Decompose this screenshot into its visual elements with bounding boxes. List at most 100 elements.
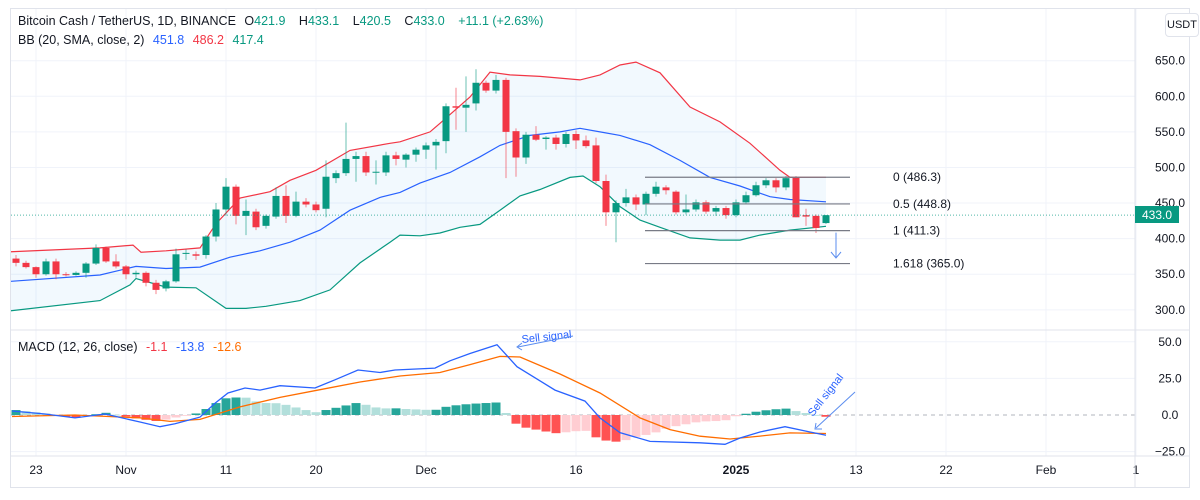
candle-body <box>512 131 520 158</box>
candle-body <box>272 195 280 217</box>
macd-histogram-bar <box>501 412 511 415</box>
candle-body <box>662 187 670 191</box>
candle <box>692 199 700 212</box>
macd-label[interactable]: MACD (12, 26, close) <box>18 340 138 354</box>
candle-body <box>592 145 600 181</box>
candle <box>672 190 680 215</box>
candle-body <box>112 261 120 267</box>
candle <box>152 279 160 295</box>
candle-body <box>62 274 70 276</box>
macd-histogram-bar <box>351 403 361 415</box>
sell-signal-annotation: Sell signal <box>806 372 846 419</box>
macd-histogram-bar <box>191 413 201 415</box>
bb-upper-line <box>11 61 827 253</box>
candle <box>322 160 330 218</box>
symbol-title[interactable]: Bitcoin Cash / TetherUS, 1D, BINANCE <box>18 14 236 28</box>
candle-body <box>22 262 30 268</box>
candle <box>282 185 290 223</box>
macd-histogram-bar <box>271 403 281 415</box>
candle-body <box>652 186 660 194</box>
candle-body <box>572 134 580 141</box>
change-value: +11.1 (+2.63%) <box>458 14 544 28</box>
macd-histogram-bar <box>451 405 461 415</box>
candle <box>212 203 220 242</box>
candle <box>82 262 90 278</box>
macd-histogram-bar <box>491 402 501 415</box>
candle <box>502 77 510 179</box>
candle <box>222 178 230 216</box>
candle <box>472 69 480 111</box>
macd-histogram-bar <box>361 404 371 415</box>
x-tick-label: 11 <box>220 463 233 477</box>
bb-lower-value: 417.4 <box>232 33 264 47</box>
bb-label[interactable]: BB (20, SMA, close, 2) <box>18 33 145 47</box>
candle-body <box>222 186 230 210</box>
macd-value: -13.8 <box>176 340 205 354</box>
macd-histogram-bar <box>141 415 151 420</box>
macd-histogram-bar <box>521 415 531 428</box>
open-label: O <box>244 14 255 28</box>
candle <box>522 131 530 164</box>
candle-body <box>422 145 430 150</box>
candle <box>512 128 520 177</box>
macd-histogram-bar <box>801 413 811 415</box>
bb-legend: BB (20, SMA, close, 2) 451.8 486.2 417.4 <box>18 33 269 47</box>
y-tick-label: 300.0 <box>1155 303 1185 317</box>
candle-body <box>332 173 340 179</box>
macd-histogram-bar <box>381 408 391 415</box>
candle <box>492 74 500 94</box>
candle-body <box>522 134 530 158</box>
candle-body <box>622 197 630 204</box>
candle-body <box>672 191 680 213</box>
macd-histogram-bar <box>531 415 541 430</box>
candle-body <box>532 134 540 140</box>
macd-histogram-bar <box>391 408 401 415</box>
macd-histogram-bar <box>591 415 601 438</box>
candle <box>262 214 270 229</box>
candle-body <box>712 208 720 212</box>
macd-histogram-bar <box>341 405 351 415</box>
candle <box>202 235 210 259</box>
macd-legend: MACD (12, 26, close) -1.1 -13.8 -12.6 <box>18 340 246 354</box>
macd-histogram-bar <box>111 414 121 416</box>
bb-upper-value: 486.2 <box>192 33 224 47</box>
y-tick-label: 350.0 <box>1155 267 1185 281</box>
candle <box>362 151 370 177</box>
candle-body <box>182 252 190 254</box>
candle <box>802 208 810 226</box>
candle <box>32 266 40 278</box>
macd-histogram-bar <box>131 415 141 419</box>
candle-body <box>632 197 640 205</box>
low-label: L <box>352 14 360 28</box>
candle <box>432 138 440 170</box>
macd-histogram-bar <box>181 415 191 416</box>
candle-body <box>282 195 290 216</box>
candle <box>372 160 380 185</box>
candle-body <box>682 209 690 213</box>
candle <box>592 137 600 184</box>
candle <box>532 126 540 142</box>
candle-body <box>492 79 500 91</box>
low-value: 420.5 <box>359 14 391 28</box>
candle-body <box>172 254 180 282</box>
candle-body <box>732 202 740 216</box>
candle-body <box>152 282 160 290</box>
macd-histogram-bar <box>541 415 551 432</box>
candle <box>192 251 200 261</box>
macd-histogram-bar <box>151 415 161 421</box>
candle <box>792 176 800 218</box>
candle <box>562 131 570 148</box>
candle <box>122 264 130 280</box>
candle-body <box>322 176 330 209</box>
macd-histogram-bar <box>11 410 21 415</box>
high-value: 433.1 <box>307 14 340 28</box>
candle-body <box>582 140 590 147</box>
macd-histogram-bar <box>171 415 181 418</box>
candle <box>742 191 750 204</box>
candle <box>232 184 240 225</box>
fib-level-label: 1 (411.3) <box>893 224 940 238</box>
candle <box>552 134 560 150</box>
candle-body <box>342 158 350 174</box>
currency-button[interactable]: USDT <box>1165 13 1199 37</box>
